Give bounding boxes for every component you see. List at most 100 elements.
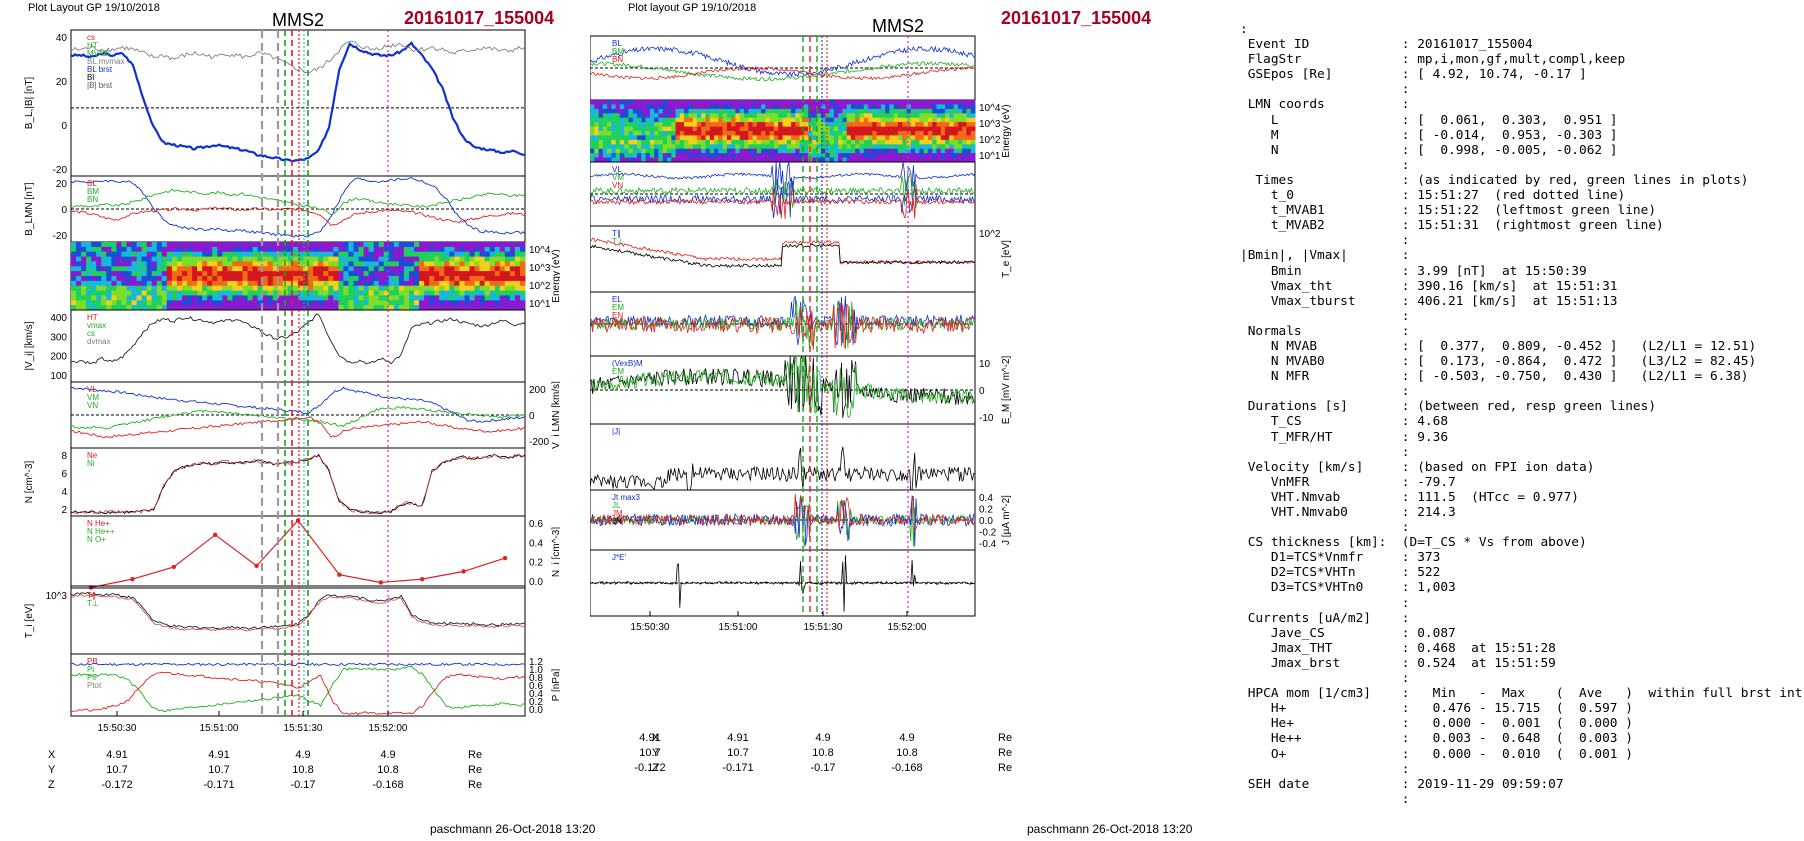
heatmap-cell bbox=[748, 104, 754, 110]
heatmap-cell bbox=[761, 139, 766, 145]
heatmap-cell bbox=[171, 305, 178, 311]
heatmap-cell bbox=[957, 100, 963, 105]
heatmap-cell bbox=[808, 139, 813, 145]
heatmap-cell bbox=[494, 246, 501, 253]
heatmap-cell bbox=[454, 290, 460, 296]
heatmap-cell bbox=[607, 139, 612, 145]
heatmap-cell bbox=[829, 131, 835, 136]
heatmap-cell bbox=[156, 266, 163, 272]
heatmap-cell bbox=[927, 148, 933, 154]
heatmap-cell bbox=[86, 280, 92, 287]
heatmap-cell bbox=[494, 261, 501, 267]
heatmap-cell bbox=[889, 122, 895, 127]
heatmap-cell bbox=[632, 117, 638, 123]
heatmap-cell bbox=[358, 271, 364, 277]
legend-entry: JL bbox=[612, 501, 621, 510]
heatmap-cell bbox=[272, 305, 279, 311]
heatmap-cell bbox=[419, 305, 425, 311]
heatmap-cell bbox=[237, 246, 243, 253]
heatmap-cell bbox=[945, 122, 950, 127]
heatmap-cell bbox=[242, 305, 248, 311]
left-ephemeris-table: X 4.91 4.91 4.9 4.9 Re Y 10.7 10.7 10.8 10.8 Re Z -0.… bbox=[0, 745, 560, 805]
heatmap-cell bbox=[825, 104, 831, 110]
heatmap-cell bbox=[277, 271, 284, 277]
heatmap-cell bbox=[76, 280, 82, 287]
heatmap-cell bbox=[91, 256, 97, 262]
heatmap-cell bbox=[850, 139, 856, 145]
x-tick-label: 15:51:30 bbox=[804, 622, 843, 633]
heatmap-cell bbox=[726, 148, 732, 154]
heatmap-cell bbox=[611, 122, 617, 127]
heatmap-cell bbox=[889, 108, 895, 114]
y-axis-label: B_L,|B| [nT] bbox=[24, 77, 35, 130]
y-tick-label: 1.2 bbox=[529, 657, 543, 668]
heatmap-cell bbox=[192, 290, 198, 296]
heatmap-cell bbox=[898, 126, 903, 132]
heatmap-cell bbox=[850, 131, 856, 136]
heatmap-cell bbox=[504, 256, 511, 262]
heatmap-cell bbox=[902, 139, 908, 145]
heatmap-cell bbox=[675, 144, 681, 150]
heatmap-cell bbox=[434, 266, 440, 272]
heatmap-cell bbox=[812, 135, 818, 141]
heatmap-cell bbox=[696, 153, 702, 158]
summary-line: T_CS : 4.68 bbox=[1240, 414, 1449, 430]
heatmap-cell bbox=[684, 153, 689, 158]
y-tick-label: 10^1 bbox=[979, 151, 1001, 162]
heatmap-cell bbox=[868, 117, 873, 123]
heatmap-cell bbox=[940, 108, 946, 114]
heatmap-cell bbox=[739, 104, 745, 110]
heatmap-cell bbox=[136, 242, 143, 248]
y-tick-label: 10^4 bbox=[979, 103, 1001, 114]
heatmap-cell bbox=[348, 300, 354, 306]
heatmap-cell bbox=[348, 290, 354, 296]
ephemeris-unit: Re bbox=[998, 762, 1013, 774]
heatmap-cell bbox=[131, 246, 137, 253]
heatmap-cell bbox=[176, 266, 183, 272]
heatmap-cell bbox=[393, 246, 400, 253]
heatmap-cell bbox=[146, 266, 153, 272]
heatmap-cell bbox=[859, 108, 865, 114]
y-tick-label: 10^2 bbox=[979, 135, 1001, 146]
heatmap-cell bbox=[671, 104, 677, 110]
heatmap-cell bbox=[96, 285, 102, 292]
heatmap-cell bbox=[889, 131, 895, 136]
heatmap-cell bbox=[641, 131, 647, 136]
heatmap-cell bbox=[398, 266, 405, 272]
heatmap-cell bbox=[731, 100, 736, 105]
heatmap-cell bbox=[197, 285, 203, 292]
heatmap-cell bbox=[778, 104, 783, 110]
heatmap-cell bbox=[692, 126, 698, 132]
legend-entry: EN bbox=[612, 311, 623, 320]
heatmap-cell bbox=[76, 295, 82, 301]
heatmap-cell bbox=[504, 305, 511, 311]
heatmap-cell bbox=[662, 122, 668, 127]
heatmap-cell bbox=[701, 126, 706, 132]
heatmap-cell bbox=[731, 108, 736, 114]
heatmap-cell bbox=[825, 131, 831, 136]
heatmap-cell bbox=[141, 271, 148, 277]
heatmap-cell bbox=[607, 104, 612, 110]
heatmap-cell bbox=[868, 108, 873, 114]
heatmap-cell bbox=[607, 126, 612, 132]
heatmap-cell bbox=[795, 153, 801, 158]
heatmap-cell bbox=[378, 271, 385, 277]
heatmap-cell bbox=[679, 113, 685, 119]
heatmap-cell bbox=[106, 300, 112, 306]
heatmap-cell bbox=[765, 100, 771, 105]
heatmap-cell bbox=[842, 113, 848, 119]
heatmap-cell bbox=[116, 251, 122, 258]
heatmap-cell bbox=[696, 108, 702, 114]
heatmap-cell bbox=[161, 305, 168, 311]
heatmap-cell bbox=[962, 108, 967, 114]
heatmap-cell bbox=[932, 153, 937, 158]
y-tick-label: -0.2 bbox=[979, 528, 997, 539]
heatmap-cell bbox=[829, 117, 835, 123]
heatmap-cell bbox=[714, 157, 719, 163]
heatmap-cell bbox=[752, 144, 758, 150]
heatmap-cell bbox=[454, 266, 460, 272]
ephemeris-value: 4.9 bbox=[295, 749, 311, 761]
heatmap-cell bbox=[484, 261, 491, 267]
heatmap-cell bbox=[829, 144, 835, 150]
heatmap-cell bbox=[752, 104, 758, 110]
